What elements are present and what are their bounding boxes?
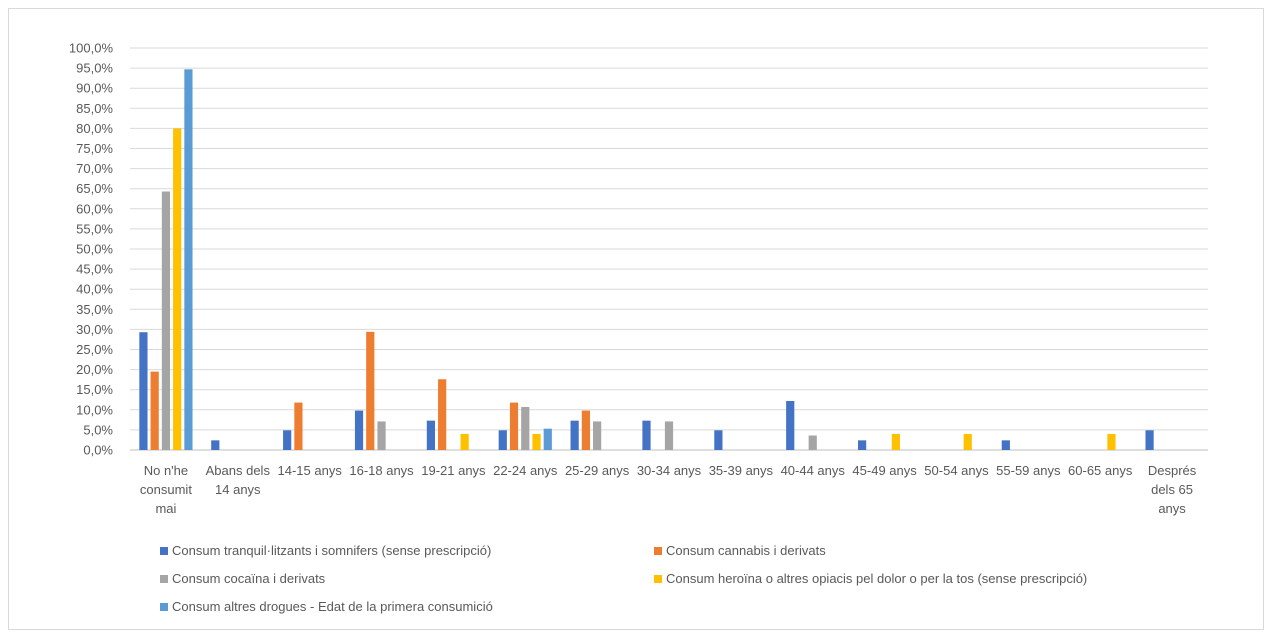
bar xyxy=(460,433,469,450)
bar xyxy=(1001,440,1010,450)
y-tick-label: 75,0% xyxy=(76,141,113,156)
bar xyxy=(354,410,364,450)
legend-label: Consum cannabis i derivats xyxy=(666,543,826,558)
x-tick-label: 35-39 anys xyxy=(709,463,774,478)
y-tick-label: 80,0% xyxy=(76,121,113,136)
legend-label: Consum tranquil·litzants i somnifers (se… xyxy=(172,543,492,558)
y-tick-label: 10,0% xyxy=(76,402,113,417)
bar xyxy=(642,420,651,450)
bar xyxy=(366,331,375,450)
bar xyxy=(808,435,817,450)
legend-label: Consum heroïna o altres opiacis pel dolo… xyxy=(666,571,1088,586)
bar xyxy=(786,400,795,450)
legend-label: Consum altres drogues - Edat de la prime… xyxy=(172,599,493,614)
y-tick-label: 55,0% xyxy=(76,221,113,236)
bar xyxy=(581,410,590,450)
y-tick-label: 20,0% xyxy=(76,362,113,377)
bar xyxy=(173,128,182,450)
y-tick-label: 50,0% xyxy=(76,242,113,257)
y-tick-label: 25,0% xyxy=(76,342,113,357)
gridlines xyxy=(130,47,1208,451)
bar xyxy=(150,371,159,450)
y-tick-label: 5,0% xyxy=(83,422,113,437)
bar xyxy=(426,420,435,450)
legend-swatch xyxy=(654,574,662,583)
y-tick-label: 30,0% xyxy=(76,322,113,337)
x-tick-label: 16-18 anys xyxy=(349,463,414,478)
x-tick-label: Abans dels 14 anys xyxy=(206,463,271,497)
bar xyxy=(139,332,148,450)
bar xyxy=(532,433,541,450)
chart-legend: Consum tranquil·litzants i somnifers (se… xyxy=(160,543,1240,633)
y-tick-label: 85,0% xyxy=(76,101,113,116)
bar xyxy=(1145,430,1154,450)
x-tick-label: 30-34 anys xyxy=(637,463,702,478)
y-tick-label: 60,0% xyxy=(76,201,113,216)
legend-item: Consum cannabis i derivats xyxy=(654,543,826,558)
legend-label: Consum cocaïna i derivats xyxy=(172,571,326,586)
x-tick-label: No n'he consumit mai xyxy=(140,463,192,516)
x-tick-label: 25-29 anys xyxy=(565,463,630,478)
y-tick-label: 90,0% xyxy=(76,81,113,96)
x-tick-label: 45-49 anys xyxy=(852,463,917,478)
x-tick-label: 22-24 anys xyxy=(493,463,558,478)
bar xyxy=(184,69,193,450)
bar xyxy=(283,430,292,450)
y-tick-label: 40,0% xyxy=(76,282,113,297)
bar xyxy=(664,421,674,450)
legend-item: Consum tranquil·litzants i somnifers (se… xyxy=(160,543,491,558)
bar xyxy=(858,440,867,450)
legend-swatch xyxy=(160,546,168,555)
y-tick-label: 45,0% xyxy=(76,262,113,277)
bar xyxy=(891,433,900,450)
bar xyxy=(521,406,530,450)
bar xyxy=(963,433,972,450)
x-tick-label: 60-65 anys xyxy=(1068,463,1133,478)
x-tick-label: 14-15 anys xyxy=(278,463,343,478)
bar xyxy=(377,421,386,450)
bar xyxy=(509,402,519,450)
y-tick-label: 65,0% xyxy=(76,181,113,196)
legend-swatch xyxy=(654,546,662,555)
legend-item: Consum altres drogues - Edat de la prime… xyxy=(160,599,493,614)
y-tick-label: 70,0% xyxy=(76,161,113,176)
x-tick-label: 40-44 anys xyxy=(781,463,846,478)
legend-swatch xyxy=(160,602,168,611)
bar xyxy=(1107,433,1116,450)
y-tick-label: 100,0% xyxy=(69,41,114,56)
y-tick-label: 15,0% xyxy=(76,382,113,397)
x-tick-label: 55-59 anys xyxy=(996,463,1061,478)
bar xyxy=(211,440,220,450)
x-tick-label: Després dels 65 anys xyxy=(1148,463,1197,516)
bar xyxy=(593,421,602,450)
chart-frame xyxy=(8,8,1264,630)
bar xyxy=(161,191,171,450)
bar xyxy=(570,420,579,450)
bar xyxy=(714,430,723,450)
legend-item: Consum heroïna o altres opiacis pel dolo… xyxy=(654,571,1087,586)
bars xyxy=(139,69,1154,450)
x-tick-label: 50-54 anys xyxy=(924,463,989,478)
legend-swatch xyxy=(160,574,168,583)
y-axis-tick-labels: 0,0% 5,0% 10,0% 15,0% 20,0% 25,0% 30,0% 35,0% 40… xyxy=(69,41,114,458)
bar xyxy=(543,428,552,450)
legend-item: Consum cocaïna i derivats xyxy=(160,571,325,586)
x-tick-label: 19-21 anys xyxy=(421,463,486,478)
bar xyxy=(438,379,447,450)
y-tick-label: 35,0% xyxy=(76,302,113,317)
y-tick-label: 0,0% xyxy=(83,443,113,458)
y-tick-label: 95,0% xyxy=(76,61,113,76)
x-axis-tick-labels: No n'he consumit mai Abans dels 14 anys 14-15… xyxy=(140,463,1197,516)
bar xyxy=(294,402,303,450)
bar xyxy=(498,430,507,450)
